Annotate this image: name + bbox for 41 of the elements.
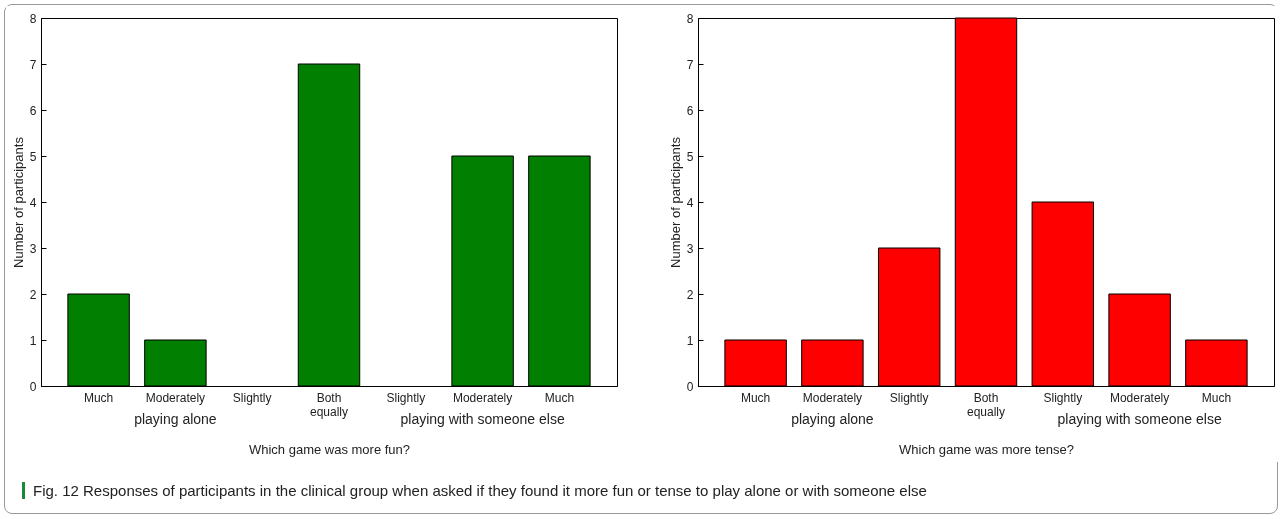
x-tick-label: Both equally [309,390,349,419]
y-tick-label: 2 [29,287,37,302]
caption: Fig. 12 Responses of participants in the clinical group when asked if they found it more fun or tense to play alone or with someone else [22,482,927,499]
x-tick-label: Moderately [452,390,513,405]
x-tick-label: Slightly [1043,390,1083,405]
y-tick-label: 2 [686,287,694,302]
x-tick-label: Slightly [232,390,272,405]
text: playing alone [134,411,217,427]
y-tick-label: 1 [686,333,694,348]
text: playing alone [791,411,874,427]
x-tick-label: Slightly [889,390,929,405]
x-tick-label: Slightly [386,390,426,405]
y-tick-label: 5 [29,149,37,164]
y-tick-label: 4 [29,195,37,210]
y-tick-label: 6 [29,103,37,118]
x-axis-title: Which game was more fun? [248,441,411,457]
y-tick-label: 1 [29,333,37,348]
y-tick-label: 4 [686,195,694,210]
text: playing with someone else [400,411,565,427]
text: playing with someone else [1057,411,1222,427]
x-tick-label: Much [1201,390,1232,405]
y-tick-label: 3 [29,241,37,256]
y-tick-label: 6 [686,103,694,118]
x-tick-label: Moderately [802,390,863,405]
y-tick-label: 5 [686,149,694,164]
y-tick-label: 7 [686,57,694,72]
x-tick-label: Moderately [1109,390,1170,405]
x-axis-title: Which game was more tense? [899,441,1074,457]
y-tick-label: 8 [29,11,37,26]
x-tick-label: Both equally [966,390,1006,419]
y-tick-label: 8 [686,11,694,26]
y-tick-label: 7 [29,57,37,72]
x-tick-label: Much [83,390,114,405]
y-tick-label: 0 [686,379,694,394]
y-axis-title: Number of participants [667,136,683,268]
y-axis-title: Number of participants [10,136,26,268]
y-tick-label: 0 [29,379,37,394]
y-tick-label: 3 [686,241,694,256]
x-tick-label: Much [740,390,771,405]
x-tick-label: Moderately [145,390,206,405]
x-tick-label: Much [544,390,575,405]
